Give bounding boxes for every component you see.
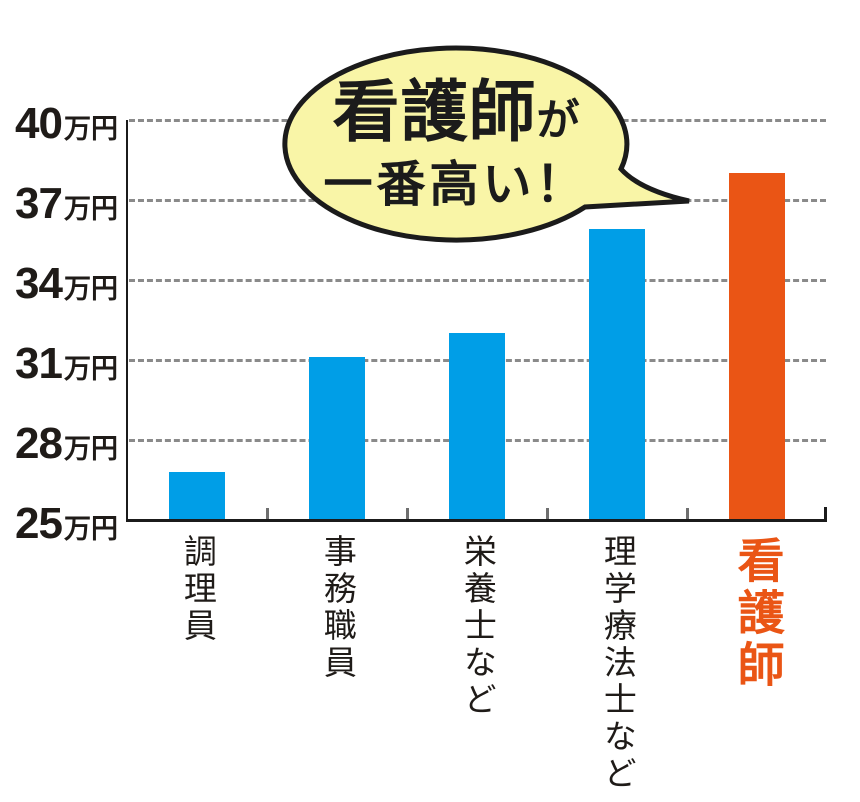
bar-調理員 — [169, 472, 225, 519]
x-axis-line — [126, 519, 827, 522]
bubble-line1: 看護師が — [280, 79, 632, 146]
x-axis-tick-4 — [686, 508, 689, 519]
ytick-label-25: 25万円 — [0, 502, 118, 546]
x-label-栄養士など: 栄養士など — [459, 534, 497, 719]
x-label-理学療法士など: 理学療法士など — [599, 534, 637, 793]
ytick-number: 34 — [15, 259, 63, 308]
x-axis-tick-2 — [406, 508, 409, 519]
ytick-unit: 万円 — [64, 194, 118, 224]
x-axis-end-tick — [824, 507, 827, 520]
ytick-number: 25 — [15, 499, 63, 548]
ytick-unit: 万円 — [64, 354, 118, 384]
ytick-label-37: 37万円 — [0, 182, 118, 226]
ytick-unit: 万円 — [64, 434, 118, 464]
x-axis-tick-3 — [546, 508, 549, 519]
x-label-事務職員: 事務職員 — [319, 534, 357, 682]
x-label-看護師: 看護師 — [730, 536, 784, 692]
ytick-unit: 万円 — [64, 274, 118, 304]
ytick-unit: 万円 — [64, 114, 118, 144]
ytick-number: 37 — [15, 179, 63, 228]
x-label-調理員: 調理員 — [179, 534, 217, 645]
gridline-34 — [129, 279, 826, 282]
bar-事務職員 — [309, 357, 365, 519]
ytick-label-40: 40万円 — [0, 102, 118, 146]
bar-栄養士など — [449, 333, 505, 519]
y-axis-line — [126, 120, 128, 521]
bubble-line1-suffix: が — [536, 97, 580, 145]
ytick-label-28: 28万円 — [0, 422, 118, 466]
ytick-label-34: 34万円 — [0, 262, 118, 306]
bubble-line1-main: 看護師 — [332, 75, 537, 150]
ytick-number: 40 — [15, 99, 63, 148]
x-axis-tick-1 — [266, 508, 269, 519]
ytick-label-31: 31万円 — [0, 342, 118, 386]
ytick-number: 28 — [15, 419, 63, 468]
bubble-line2: 一番高い！ — [323, 158, 589, 212]
bar-理学療法士など — [589, 229, 645, 519]
bar-看護師 — [729, 173, 785, 519]
ytick-unit: 万円 — [64, 514, 118, 544]
ytick-number: 31 — [15, 339, 63, 388]
